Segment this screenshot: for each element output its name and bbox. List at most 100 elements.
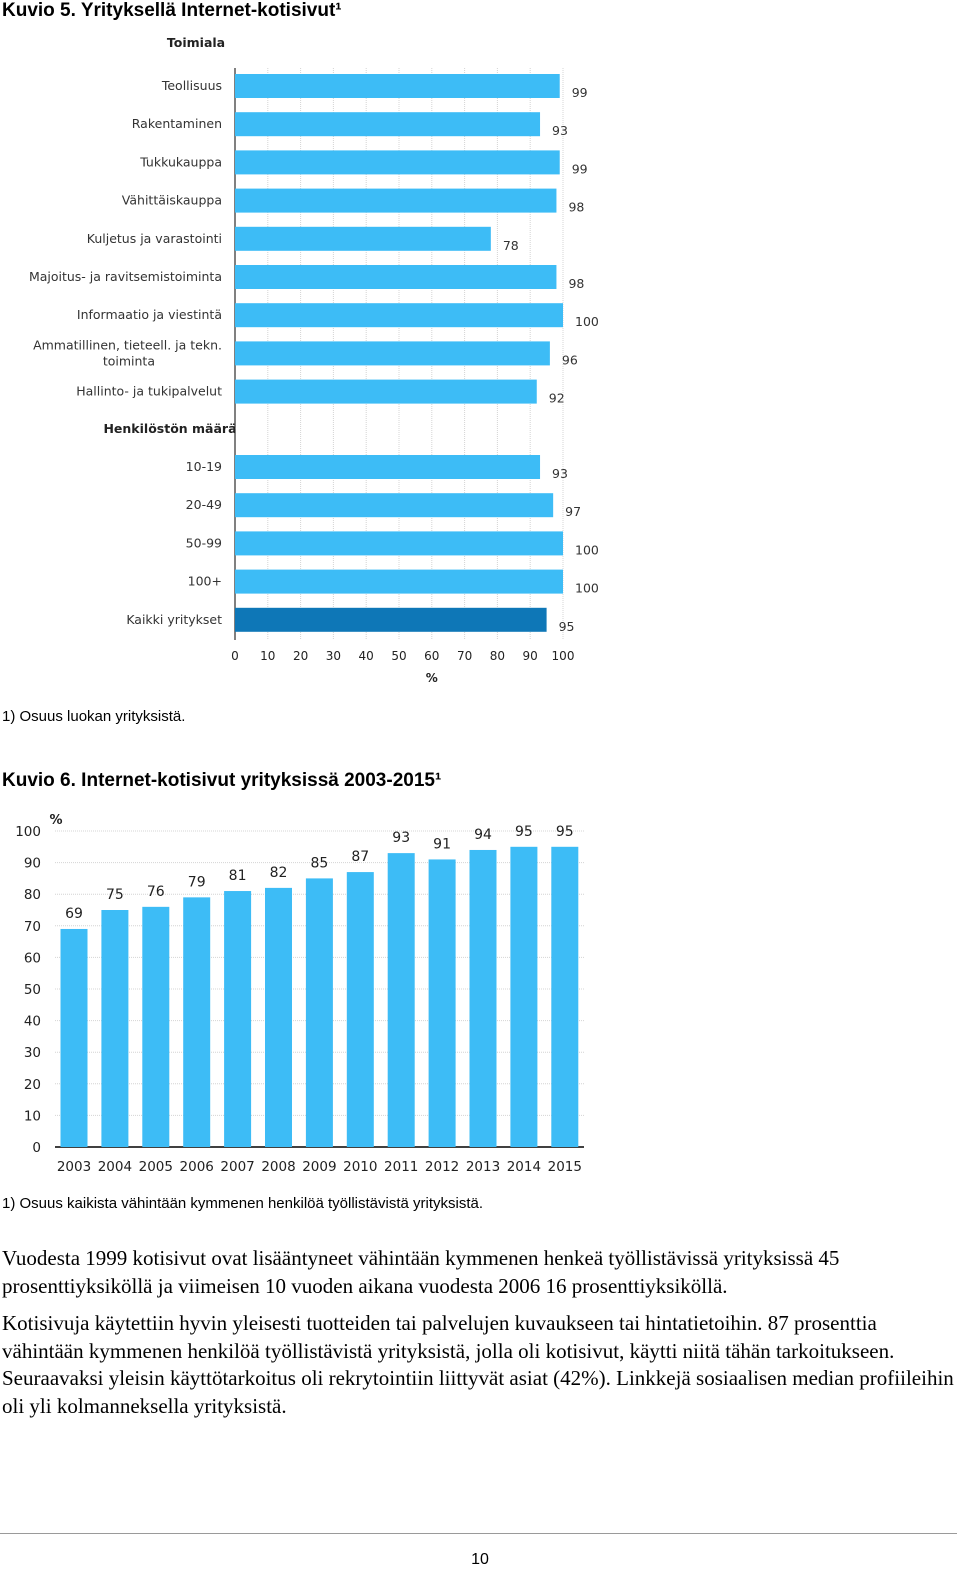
- bar-value-label: 95: [559, 619, 575, 634]
- category-label: Hallinto- ja tukipalvelut: [76, 384, 222, 399]
- bar-value-label: 95: [556, 824, 574, 840]
- body-paragraph-1: Vuodesta 1999 kotisivut ovat lisääntynee…: [2, 1246, 840, 1298]
- group-title: Toimiala: [167, 35, 225, 50]
- y-tick-label: 20: [24, 1077, 41, 1093]
- category-label: Kuljetus ja varastointi: [87, 231, 222, 246]
- category-label: Kaikki yritykset: [126, 612, 222, 627]
- category-label: Rakentaminen: [132, 116, 222, 131]
- bar-value-label: 78: [503, 238, 519, 253]
- bar-value-label: 69: [65, 906, 83, 922]
- bar-value-label: 96: [562, 352, 578, 367]
- bar: [224, 891, 252, 1147]
- x-tick-label: 80: [490, 649, 505, 663]
- x-tick-label: 2015: [548, 1159, 582, 1175]
- y-tick-label: 10: [24, 1108, 41, 1124]
- bar-value-label: 82: [270, 865, 288, 881]
- bar-value-label: 93: [552, 123, 568, 138]
- bar: [235, 455, 541, 479]
- bar: [235, 531, 563, 556]
- bar: [551, 846, 579, 1147]
- category-label: Informaatio ja viestintä: [77, 307, 222, 322]
- y-tick-label: 90: [24, 856, 41, 872]
- figure6-chart: 0 10 20 30 40 50 60 70 80 90 100% 69 2003 75 2004 76 200…: [15, 813, 584, 1175]
- bar-value-label: 92: [549, 391, 565, 406]
- bar-value-label: 87: [351, 849, 369, 865]
- bar: [387, 853, 415, 1147]
- category-label: Vähittäiskauppa: [122, 193, 222, 208]
- figure6-footnote: 1) Osuus kaikista vähintään kymmenen hen…: [2, 1195, 484, 1212]
- x-tick-label: 100: [552, 649, 575, 663]
- bar: [60, 928, 88, 1147]
- x-tick-label: 50: [391, 649, 406, 663]
- bar-value-label: 97: [565, 504, 581, 519]
- bar: [101, 910, 129, 1147]
- x-tick-label: 2003: [57, 1159, 91, 1175]
- y-tick-label: 80: [24, 887, 41, 903]
- bar-value-label: 85: [310, 855, 328, 871]
- bar-value-label: 94: [474, 827, 492, 843]
- page-number: 10: [471, 1551, 489, 1568]
- bar: [265, 887, 292, 1147]
- x-tick-label: 2005: [139, 1159, 173, 1175]
- bar: [305, 878, 333, 1147]
- x-tick-label: 0: [231, 649, 239, 663]
- figure5-heading: Kuvio 5. Yrityksellä Internet-kotisivut¹: [2, 0, 342, 21]
- x-tick-label: 2009: [302, 1159, 336, 1175]
- bar-value-label: 75: [106, 887, 124, 903]
- x-tick-label: 2006: [180, 1159, 214, 1175]
- x-tick-label: 2012: [425, 1159, 459, 1175]
- x-axis-title: %: [426, 671, 438, 685]
- x-tick-label: 2007: [220, 1159, 254, 1175]
- y-tick-label: 50: [24, 982, 41, 998]
- bar: [235, 493, 554, 518]
- bar: [235, 379, 537, 404]
- bar: [235, 303, 563, 328]
- bar-value-label: 93: [392, 830, 410, 846]
- x-tick-label: 2013: [466, 1159, 500, 1175]
- figure6-heading: Kuvio 6. Internet-kotisivut yrityksissä …: [2, 770, 442, 791]
- bar-value-label: 99: [572, 85, 588, 100]
- figure5-footnote: 1) Osuus luokan yrityksistä.: [2, 708, 186, 725]
- y-tick-label: 70: [24, 919, 41, 935]
- x-tick-label: 2014: [507, 1159, 541, 1175]
- bar: [235, 74, 560, 98]
- y-axis-title: %: [49, 813, 62, 828]
- y-tick-label: 100: [15, 824, 41, 840]
- y-tick-label: 60: [24, 950, 41, 966]
- bar-value-label: 100: [575, 314, 599, 329]
- x-tick-label: 40: [359, 649, 374, 663]
- x-tick-label: 2004: [98, 1159, 132, 1175]
- group-title: Henkilöstön määrä: [103, 421, 236, 436]
- y-tick-label: 40: [24, 1014, 41, 1030]
- bar-value-label: 93: [552, 466, 568, 481]
- x-tick-label: 90: [523, 649, 538, 663]
- category-label: 100+: [188, 574, 222, 589]
- bar: [235, 226, 491, 251]
- category-label: 10-19: [186, 459, 222, 474]
- bar: [235, 607, 547, 632]
- category-label: Majoitus- ja ravitsemistoiminta: [29, 269, 222, 284]
- x-tick-label: 2008: [261, 1159, 295, 1175]
- bar-value-label: 79: [188, 874, 206, 890]
- category-label: 50-99: [186, 535, 222, 550]
- figure5-chart: 0 10 20 30 40 50 60 70 80 90 100% Toimiala 99 Teollis…: [29, 35, 599, 685]
- category-label: Teollisuus: [161, 78, 222, 93]
- x-tick-label: 2010: [343, 1159, 377, 1175]
- x-tick-label: 30: [326, 649, 341, 663]
- bar-value-label: 99: [572, 161, 588, 176]
- y-tick-label: 0: [32, 1140, 41, 1156]
- bar: [510, 846, 538, 1147]
- body-paragraph-2: Kotisivuja käytettiin hyvin yleisesti tu…: [2, 1311, 954, 1418]
- bar: [235, 569, 563, 594]
- category-label: Ammatillinen, tieteell. ja tekn. toiminta: [33, 337, 222, 368]
- bar: [235, 150, 560, 175]
- bar: [235, 341, 550, 366]
- bar: [142, 906, 170, 1147]
- bar: [346, 872, 374, 1147]
- x-tick-label: 10: [260, 649, 275, 663]
- bar-value-label: 100: [575, 542, 599, 557]
- bar: [469, 849, 497, 1147]
- bar: [235, 265, 557, 289]
- y-tick-label: 30: [24, 1045, 41, 1061]
- bar-value-label: 76: [147, 884, 165, 900]
